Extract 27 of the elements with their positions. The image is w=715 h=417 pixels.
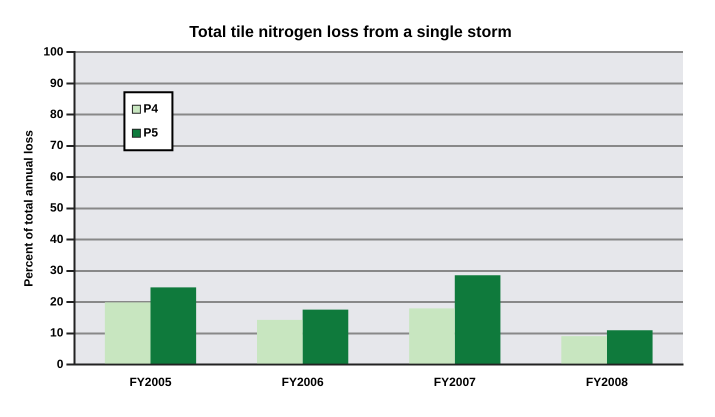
bar — [150, 287, 196, 364]
bar — [606, 330, 653, 364]
y-tick-label: 50 — [50, 200, 64, 215]
y-tick-label: 70 — [50, 138, 64, 152]
legend-label: P5 — [143, 126, 158, 140]
x-tick-label: FY2007 — [434, 375, 476, 390]
bar — [409, 308, 455, 364]
bar — [104, 302, 150, 364]
bar — [561, 336, 607, 364]
y-tick-label: 60 — [50, 169, 64, 184]
bar — [454, 275, 500, 364]
legend-label: P4 — [143, 102, 158, 116]
x-tick-label: FY2005 — [129, 375, 172, 390]
y-tick-label: 10 — [50, 326, 64, 340]
y-tick-label: 0 — [56, 356, 64, 371]
x-tick-label: FY2006 — [282, 375, 324, 390]
bar — [302, 310, 348, 364]
bar — [256, 320, 303, 364]
y-tick-label: 40 — [50, 232, 64, 246]
y-tick-label: 90 — [50, 76, 64, 90]
x-tick-label: FY2008 — [586, 375, 628, 390]
y-tick-label: 80 — [50, 106, 64, 121]
y-axis-title: Percent of total annual loss — [22, 130, 36, 287]
y-tick-label: 100 — [43, 44, 64, 59]
y-tick-label: 20 — [50, 294, 64, 308]
chart-title: Total tile nitrogen loss from a single storm — [189, 24, 512, 42]
y-tick-label: 30 — [50, 263, 64, 278]
